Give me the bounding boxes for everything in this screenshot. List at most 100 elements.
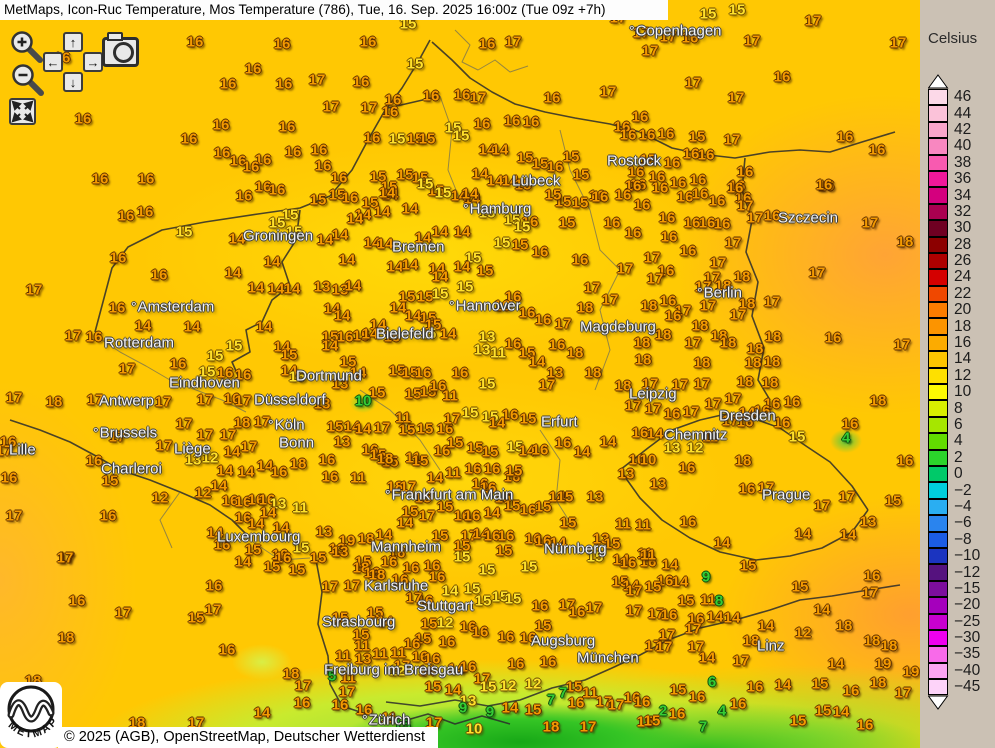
temp-value: 15 xyxy=(419,309,437,327)
temp-value: 14 xyxy=(794,525,812,543)
temp-value: 14 xyxy=(447,660,465,678)
pan-down-button[interactable]: ↓ xyxy=(63,72,83,92)
temp-value: 16 xyxy=(554,434,572,452)
scale-label: 6 xyxy=(954,416,963,433)
temp-value: 17 xyxy=(57,549,75,567)
pan-up-button[interactable]: ↑ xyxy=(63,32,83,52)
temp-value: 14 xyxy=(375,526,393,544)
zoom-in-button[interactable] xyxy=(9,29,45,63)
city-marker: ° xyxy=(463,200,469,217)
temp-value: 16 xyxy=(99,507,117,525)
temp-value: 17 xyxy=(373,419,391,437)
scale-entry: 38 xyxy=(928,154,971,171)
scale-label: 40 xyxy=(954,137,972,155)
pan-right-button[interactable]: → xyxy=(83,52,103,72)
temp-value: 15 xyxy=(789,712,807,730)
temp-value: 14 xyxy=(472,525,490,543)
temp-value: 18 xyxy=(289,455,307,473)
temp-value: 16 xyxy=(521,213,539,231)
pan-left-button[interactable]: ← xyxy=(43,52,63,72)
temp-value: 17 xyxy=(405,589,423,607)
temp-value: 11 xyxy=(637,545,653,563)
fullscreen-button[interactable] xyxy=(9,98,36,125)
scale-swatch xyxy=(928,416,948,434)
temp-value: 15 xyxy=(396,166,414,184)
temp-value: 16 xyxy=(391,571,409,589)
temp-value: 15 xyxy=(643,712,661,730)
temp-value: 16 xyxy=(548,336,566,354)
temp-value: 16 xyxy=(85,328,103,346)
temp-value: 15 xyxy=(514,176,532,194)
temp-value: 16 xyxy=(546,158,564,176)
temp-value: 17 xyxy=(25,281,43,299)
scale-swatch xyxy=(928,629,948,647)
temp-value: 15 xyxy=(414,630,432,648)
scale-entry: 24 xyxy=(928,268,971,286)
temp-value: 14 xyxy=(267,280,285,298)
temp-value: 15 xyxy=(328,186,346,204)
temp-value: 18 xyxy=(763,353,781,371)
city-label: Magdeburg xyxy=(580,318,656,336)
temp-value: 16 xyxy=(352,73,370,91)
scale-label: 42 xyxy=(954,120,972,138)
temp-value: 14 xyxy=(224,264,242,282)
temp-value: 15 xyxy=(175,223,193,241)
scale-label: 14 xyxy=(954,350,972,368)
temp-value: 18 xyxy=(634,351,652,369)
temp-value: 15 xyxy=(244,541,262,559)
zoom-out-button[interactable] xyxy=(10,62,46,96)
temp-value: 16 xyxy=(381,103,399,121)
temp-value: 14 xyxy=(501,699,519,717)
temp-value: 16 xyxy=(633,693,651,711)
temp-value: 17 xyxy=(253,413,271,431)
temp-value: 15 xyxy=(388,130,406,148)
temp-value: 13 xyxy=(354,650,372,668)
weather-map[interactable]: 1616161616161616161616161616161616161616… xyxy=(0,0,920,748)
temp-value: 16 xyxy=(708,192,726,210)
city-label: °Copenhagen xyxy=(629,22,722,40)
temp-value: 15 xyxy=(352,327,370,345)
scale-label: 20 xyxy=(954,301,972,319)
temp-value: 17 xyxy=(736,197,754,215)
scale-entry: 14 xyxy=(928,350,971,368)
temp-value: 14 xyxy=(378,184,396,202)
temp-value: 16 xyxy=(478,35,496,53)
city-label: °Hamburg xyxy=(463,200,532,218)
temp-value: 14 xyxy=(453,258,471,276)
temp-value: 15 xyxy=(811,675,829,693)
screenshot-camera-button[interactable] xyxy=(102,32,139,67)
temp-value: 15 xyxy=(464,249,482,267)
color-scale: 46 44 42 40 38 36 34 32 30 28 26 24 22 20 18 16 14 12 10 8 6… xyxy=(928,74,980,711)
city-label: Dresden xyxy=(719,407,776,425)
temp-value: 15 xyxy=(506,438,524,456)
temp-value: 15 xyxy=(380,178,398,196)
scale-entry: 8 xyxy=(928,400,963,417)
temp-value: 16 xyxy=(180,130,198,148)
temp-value: 14 xyxy=(333,307,351,325)
temp-value: 11 xyxy=(335,647,351,665)
temp-value: 16 xyxy=(464,460,482,478)
city-label: Augsburg xyxy=(531,632,596,650)
temp-value: 15 xyxy=(636,713,654,731)
temp-value: 16 xyxy=(186,33,204,51)
temp-value: 17 xyxy=(893,336,911,354)
temp-value: 15 xyxy=(491,588,509,606)
temp-value: 16 xyxy=(205,577,223,595)
temp-value: 18 xyxy=(584,364,602,382)
temp-value: 17 xyxy=(175,415,193,433)
city-label: Rotterdam xyxy=(104,334,175,352)
temp-value: 17 xyxy=(641,375,659,393)
scale-rows: 46 44 42 40 38 36 34 32 30 28 26 24 22 20 18 16 14 12 10 8 6… xyxy=(928,88,980,696)
temp-value: 15 xyxy=(453,548,471,566)
temp-value: 16 xyxy=(341,189,359,207)
temp-value: 15 xyxy=(309,549,327,567)
temp-value: 16 xyxy=(619,554,637,572)
temp-value: 14 xyxy=(247,279,265,297)
temp-value: 16 xyxy=(402,559,420,577)
scale-entry: 4 xyxy=(928,432,963,450)
temp-value: 16 xyxy=(428,568,446,586)
temp-value: 17 xyxy=(632,24,650,42)
city-label: Groningen xyxy=(243,227,314,245)
temp-value: 17 xyxy=(321,578,339,596)
temp-value: 17 xyxy=(684,74,702,92)
